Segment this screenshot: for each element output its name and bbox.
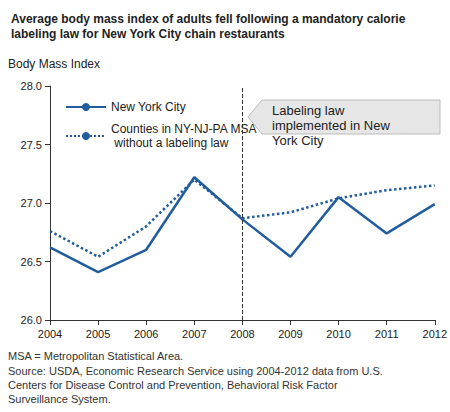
svg-text:2008: 2008 (230, 328, 254, 340)
svg-text:Body Mass Index: Body Mass Index (8, 57, 100, 71)
svg-text:implemented in New: implemented in New (272, 118, 393, 133)
svg-text:Labeling law: Labeling law (272, 103, 348, 118)
svg-text:2012: 2012 (423, 328, 447, 340)
svg-text:New York City: New York City (111, 100, 186, 114)
svg-text:2007: 2007 (182, 328, 206, 340)
svg-text:MSA = Metropolitan Statistical: MSA = Metropolitan Statistical Area. (8, 350, 183, 362)
svg-text:27.5: 27.5 (21, 139, 42, 151)
svg-text:Surveillance System.: Surveillance System. (8, 393, 111, 405)
svg-text:27.0: 27.0 (21, 197, 42, 209)
svg-text:Average body mass index of adu: Average body mass index of adults fell f… (11, 12, 409, 26)
svg-text:28.0: 28.0 (21, 80, 42, 92)
svg-text:Counties in NY-NJ-PA MSA: Counties in NY-NJ-PA MSA (111, 122, 256, 136)
svg-text:York City: York City (272, 133, 324, 148)
svg-text:without a labeling law: without a labeling law (111, 136, 229, 150)
svg-text:labeling law for New York City: labeling law for New York City chain res… (11, 27, 285, 41)
svg-text:2011: 2011 (375, 328, 399, 340)
svg-text:2006: 2006 (134, 328, 158, 340)
svg-text:2004: 2004 (38, 328, 62, 340)
svg-text:2010: 2010 (326, 328, 350, 340)
svg-text:26.0: 26.0 (21, 314, 42, 326)
svg-text:Centers for Disease Control an: Centers for Disease Control and Preventi… (8, 379, 341, 391)
svg-text:26.5: 26.5 (21, 256, 42, 268)
svg-text:Source: USDA, Economic Researc: Source: USDA, Economic Research Service … (8, 365, 386, 377)
svg-text:2005: 2005 (86, 328, 110, 340)
svg-text:2009: 2009 (278, 328, 302, 340)
